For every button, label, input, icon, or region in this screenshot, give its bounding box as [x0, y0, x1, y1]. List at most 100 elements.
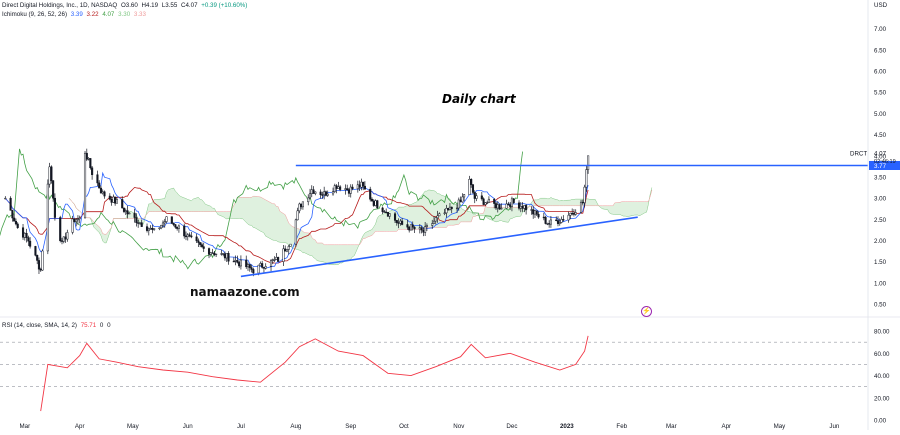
- candle[interactable]: [275, 257, 278, 260]
- candle[interactable]: [46, 183, 49, 252]
- candle[interactable]: [493, 198, 496, 204]
- candle[interactable]: [425, 225, 428, 227]
- candle[interactable]: [475, 195, 478, 199]
- rsi-tick-label[interactable]: 20.00: [874, 395, 890, 402]
- candle[interactable]: [138, 222, 141, 224]
- candle[interactable]: [369, 188, 372, 200]
- candle[interactable]: [461, 196, 464, 203]
- time-tick-label[interactable]: May: [774, 423, 787, 430]
- candle[interactable]: [37, 260, 41, 270]
- price-tick-label[interactable]: 3.50: [874, 174, 887, 181]
- candle[interactable]: [103, 191, 106, 197]
- candle[interactable]: [52, 180, 55, 199]
- candle[interactable]: [108, 195, 111, 200]
- candle[interactable]: [262, 267, 265, 269]
- candle[interactable]: [560, 219, 563, 223]
- candle[interactable]: [177, 225, 180, 229]
- candle[interactable]: [351, 186, 354, 190]
- candle[interactable]: [287, 246, 290, 250]
- candle[interactable]: [60, 240, 64, 242]
- price-tick-label[interactable]: 6.50: [874, 47, 887, 54]
- line-price-tag[interactable]: [869, 160, 900, 170]
- candle[interactable]: [62, 236, 65, 242]
- candle[interactable]: [431, 223, 434, 226]
- candle[interactable]: [432, 220, 436, 224]
- candle[interactable]: [470, 179, 473, 185]
- candle[interactable]: [310, 189, 313, 194]
- candle[interactable]: [172, 223, 175, 225]
- candle[interactable]: [339, 186, 342, 190]
- candle[interactable]: [482, 198, 485, 205]
- candle[interactable]: [519, 205, 522, 209]
- candle[interactable]: [220, 253, 223, 255]
- candle[interactable]: [190, 235, 193, 238]
- candle[interactable]: [307, 197, 310, 203]
- candle[interactable]: [14, 220, 17, 225]
- candle[interactable]: [542, 216, 545, 219]
- time-tick-label[interactable]: Jun: [829, 423, 840, 430]
- price-tick-label[interactable]: 4.50: [874, 132, 887, 139]
- candle[interactable]: [443, 212, 446, 214]
- candle[interactable]: [285, 249, 289, 252]
- candle[interactable]: [571, 212, 574, 215]
- candle[interactable]: [165, 216, 168, 222]
- candle[interactable]: [397, 222, 400, 224]
- candle[interactable]: [422, 229, 425, 233]
- candle[interactable]: [96, 174, 99, 184]
- candle[interactable]: [124, 210, 127, 212]
- candle[interactable]: [587, 155, 590, 170]
- candle[interactable]: [64, 236, 67, 240]
- candle[interactable]: [252, 269, 255, 274]
- candle[interactable]: [163, 221, 166, 224]
- candle[interactable]: [170, 216, 173, 224]
- candle[interactable]: [363, 185, 366, 190]
- candle[interactable]: [232, 260, 235, 263]
- time-tick-label[interactable]: Sep: [345, 423, 357, 430]
- candle[interactable]: [188, 234, 191, 237]
- candle[interactable]: [579, 201, 583, 213]
- candle[interactable]: [585, 169, 588, 188]
- candle[interactable]: [207, 248, 211, 255]
- candle[interactable]: [459, 199, 462, 203]
- price-tick-label[interactable]: 5.50: [874, 90, 887, 97]
- candle[interactable]: [434, 217, 437, 222]
- candle[interactable]: [314, 191, 317, 194]
- candle[interactable]: [393, 213, 397, 221]
- candle[interactable]: [512, 198, 515, 204]
- time-tick-label[interactable]: May: [127, 423, 140, 430]
- candle[interactable]: [36, 255, 39, 261]
- rsi-tick-label[interactable]: 60.00: [874, 351, 890, 358]
- candle[interactable]: [75, 219, 78, 222]
- candle[interactable]: [436, 215, 439, 218]
- candle[interactable]: [544, 217, 547, 224]
- candle[interactable]: [298, 203, 301, 212]
- candle[interactable]: [222, 253, 225, 255]
- candle[interactable]: [549, 219, 552, 225]
- candle[interactable]: [509, 204, 512, 207]
- price-tick-label[interactable]: 7.00: [874, 26, 887, 33]
- candle[interactable]: [284, 248, 287, 252]
- time-tick-label[interactable]: Jul: [237, 423, 245, 430]
- candle[interactable]: [473, 192, 476, 199]
- rsi-tick-label[interactable]: 80.00: [874, 329, 890, 336]
- candle[interactable]: [484, 202, 487, 205]
- price-tick-label[interactable]: 4.00: [874, 153, 887, 160]
- candle[interactable]: [234, 260, 237, 262]
- candle[interactable]: [411, 224, 414, 228]
- candle[interactable]: [202, 246, 205, 249]
- candle[interactable]: [406, 224, 409, 228]
- candle[interactable]: [558, 222, 561, 224]
- candle[interactable]: [83, 152, 87, 219]
- candle[interactable]: [321, 194, 324, 196]
- time-tick-label[interactable]: Oct: [399, 423, 409, 430]
- price-axis[interactable]: 7.00 6.50 6.00 5.50 5.00 4.50 4.00 3.50 3.00 2.50…: [850, 0, 900, 430]
- candle[interactable]: [25, 233, 28, 238]
- candle[interactable]: [294, 219, 297, 245]
- candle[interactable]: [245, 259, 248, 268]
- candle[interactable]: [87, 158, 90, 160]
- candle[interactable]: [525, 205, 528, 211]
- candle[interactable]: [450, 206, 453, 210]
- candle[interactable]: [16, 223, 19, 228]
- candle[interactable]: [211, 252, 214, 254]
